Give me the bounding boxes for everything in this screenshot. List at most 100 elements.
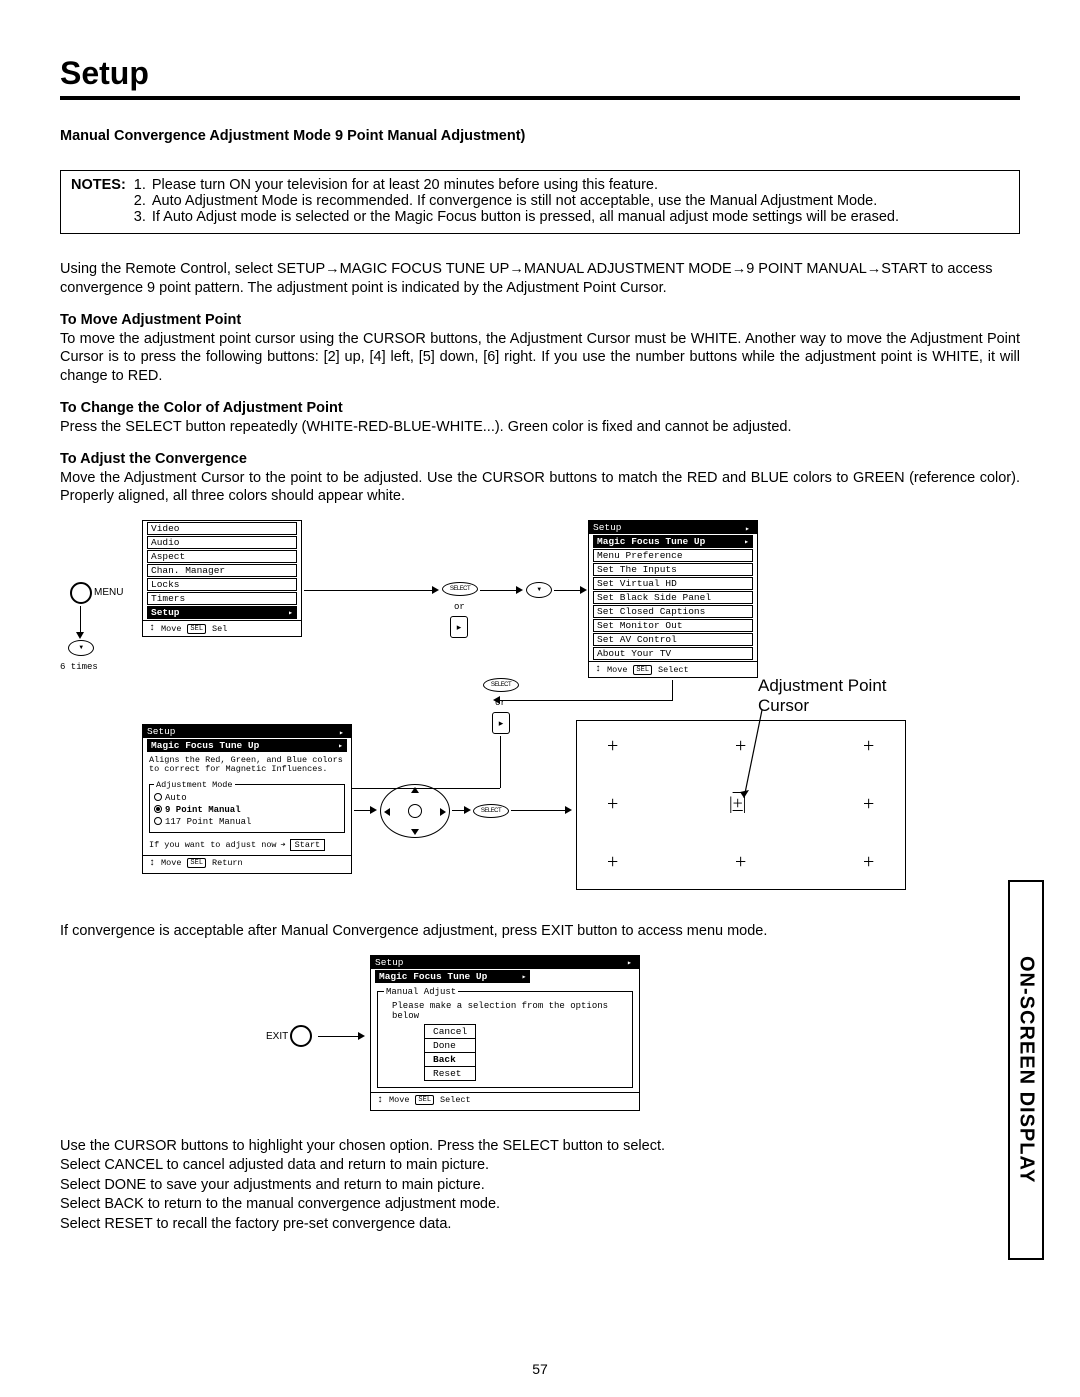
six-times-label: 6 times (60, 662, 98, 672)
adjustment-mode-fieldset: Adjustment Mode Auto9 Point Manual117 Po… (149, 780, 345, 833)
menu-title-text: Setup (593, 522, 622, 533)
notes-list: 1. Please turn ON your television for at … (134, 177, 1009, 225)
page-title: Setup (60, 55, 1020, 92)
footer-move: Move (607, 665, 627, 675)
adj-point: + (863, 793, 874, 816)
menu-box-adjustment: Setup Magic Focus Tune Up Aligns the Red… (142, 724, 352, 874)
arrowhead-right-icon (370, 806, 377, 814)
menu-label: MENU (94, 587, 123, 598)
menu-description: Aligns the Red, Green, and Blue colors t… (143, 753, 351, 778)
arrow-right-icon: ➔ (281, 840, 286, 850)
menu-item: Menu Preference (593, 549, 753, 562)
section-move: To Move Adjustment PointTo move the adju… (60, 311, 1020, 385)
note-text: Please turn ON your television for at le… (152, 177, 658, 193)
note-num: 1. (134, 177, 146, 193)
instr-line: Select BACK to return to the manual conv… (60, 1195, 1020, 1215)
sel-key-icon: SEL (633, 665, 652, 675)
right-key-icon: ▸ (450, 616, 468, 638)
option-button[interactable]: Reset (424, 1066, 476, 1081)
arrowhead-right-icon (464, 806, 471, 814)
instr-line: Use the CURSOR buttons to highlight your… (60, 1137, 1020, 1157)
flow-line (304, 590, 432, 591)
menu-box-main: VideoAudioAspectChan. ManagerLocksTimers… (142, 520, 302, 637)
footer-sel: Select (440, 1095, 471, 1105)
menu-box-manual-adjust: Setup Magic Focus Tune Up Manual Adjust … (370, 955, 640, 1111)
adj-point: + (735, 735, 746, 758)
section-color: To Change the Color of Adjustment Point P… (60, 399, 1020, 436)
menu-footer: ↕Move SEL Select (589, 661, 757, 677)
intro-text: Using the Remote Control, select SETUP→M… (60, 260, 1020, 297)
footer-move: Move (389, 1095, 409, 1105)
menu-item: Set Virtual HD (593, 577, 753, 590)
menu-item: Set Monitor Out (593, 619, 753, 632)
menu-footer: ↕Move SEL Sel (143, 620, 301, 636)
flow-line (354, 810, 370, 811)
arrowhead-right-icon (565, 806, 572, 814)
updown-icon: ↕ (377, 1095, 383, 1106)
select-key-icon: SELECT (473, 804, 509, 818)
diagram-area-1: MENU ▼ 6 times VideoAudioAspectChan. Man… (60, 520, 1020, 910)
footer-sel: Return (212, 858, 243, 868)
menu-item: Locks (147, 578, 297, 591)
menu-item: Audio (147, 536, 297, 549)
select-key-icon: SELECT (483, 678, 519, 692)
flow-line (80, 606, 81, 632)
arrowhead-down-icon (76, 632, 84, 639)
instructions-block: Use the CURSOR buttons to highlight your… (60, 1137, 1020, 1235)
option-button[interactable]: Cancel (424, 1024, 476, 1039)
dpad-icon (380, 784, 450, 838)
menu-item: Set Black Side Panel (593, 591, 753, 604)
arrowhead-right-icon (358, 1032, 365, 1040)
section-heading: To Change the Color of Adjustment Point (60, 400, 343, 416)
menu-item-text: Magic Focus Tune Up (151, 740, 259, 751)
diagram-area-2: EXIT Setup Magic Focus Tune Up Manual Ad… (60, 955, 1020, 1127)
adj-label-line2: Cursor (758, 696, 809, 715)
arrowhead-right-icon (432, 586, 439, 594)
radio-option: 117 Point Manual (154, 816, 340, 828)
prompt-text: Please make a selection from the options… (392, 1001, 626, 1021)
or-label: or (495, 698, 506, 708)
adj-point: + (607, 793, 618, 816)
section-body: Press the SELECT button repeatedly (WHIT… (60, 419, 791, 435)
footer-sel: Sel (212, 624, 227, 634)
menu-item: Chan. Manager (147, 564, 297, 577)
flow-line (554, 590, 580, 591)
menu-item: Timers (147, 592, 297, 605)
adj-point: + (607, 851, 618, 874)
footer-move: Move (161, 624, 181, 634)
radio-option: 9 Point Manual (154, 804, 340, 816)
option-button[interactable]: Back (424, 1052, 476, 1067)
or-label: or (454, 602, 465, 612)
adj-point-label: Adjustment Point Cursor (758, 676, 887, 716)
side-tab-text: ON-SCREEN DISPLAY (1015, 956, 1038, 1183)
note-text: Auto Adjustment Mode is recommended. If … (152, 193, 877, 209)
adj-point: + (863, 735, 874, 758)
footer-move: Move (161, 858, 181, 868)
menu-item: Magic Focus Tune Up (375, 970, 530, 983)
menu-title: Setup (143, 725, 351, 738)
updown-icon: ↕ (149, 858, 155, 869)
instr-line: Select RESET to recall the factory pre-s… (60, 1215, 1020, 1235)
exit-button-icon (290, 1025, 312, 1047)
note-num: 2. (134, 193, 146, 209)
updown-icon: ↕ (149, 623, 155, 634)
note-num: 3. (134, 209, 146, 225)
note-text: If Auto Adjust mode is selected or the M… (152, 209, 899, 225)
radio-option: Auto (154, 792, 340, 804)
menu-title: Setup (589, 521, 757, 534)
fieldset-legend: Adjustment Mode (154, 780, 235, 790)
menu-footer: ↕Move SEL Select (371, 1092, 639, 1108)
start-button[interactable]: Start (290, 839, 326, 851)
flow-line (500, 736, 501, 788)
flow-line (480, 590, 516, 591)
adj-point: + (607, 735, 618, 758)
updown-icon: ↕ (595, 664, 601, 675)
side-tab: ON-SCREEN DISPLAY (1008, 880, 1044, 1260)
option-button[interactable]: Done (424, 1038, 476, 1053)
start-prompt: If you want to adjust now (149, 840, 277, 850)
notes-box: NOTES: 1.Please turn ON your television … (60, 170, 1020, 234)
chevron-right-icon (522, 971, 527, 982)
menu-item-text: Magic Focus Tune Up (379, 971, 487, 982)
menu-title: Setup (371, 956, 639, 969)
flow-line (452, 810, 464, 811)
